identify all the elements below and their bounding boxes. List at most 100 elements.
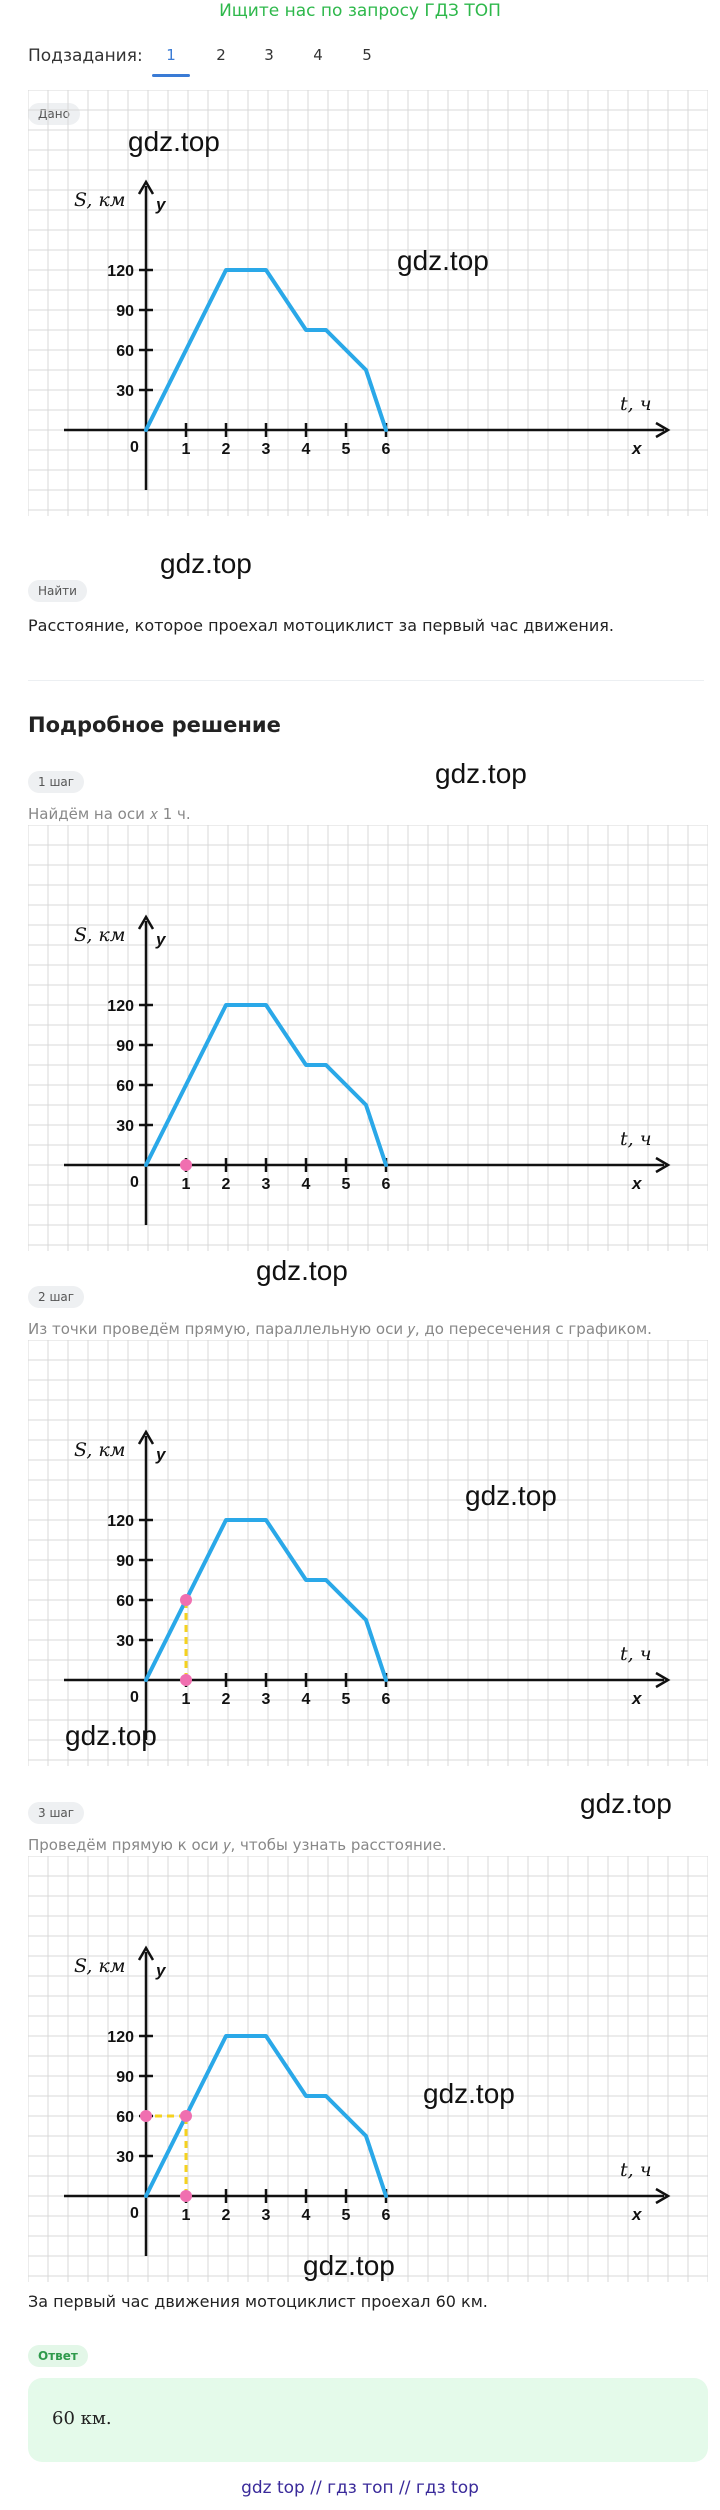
origin-label: 0 (130, 1174, 139, 1191)
find-text: Расстояние, которое проехал мотоциклист … (28, 616, 614, 635)
y-tick-label: 120 (107, 263, 134, 280)
x-tick-label: 3 (262, 1176, 271, 1193)
x-tick-label: 3 (262, 441, 271, 458)
step-2-text: Из точки проведём прямую, параллельную о… (28, 1320, 652, 1338)
highlight-point (180, 1159, 192, 1171)
watermark: gdz.top (435, 758, 527, 789)
y-axis-letter: y (155, 1961, 167, 1980)
subtask-tab-4[interactable]: 4 (313, 46, 323, 64)
x-tick-label: 4 (302, 441, 311, 458)
y-axis-letter: y (155, 1445, 167, 1464)
x-tick-label: 3 (262, 2207, 271, 2224)
x-axis-arrow (655, 2187, 671, 2205)
y-tick-label: 90 (116, 1038, 134, 1055)
y-tick-label: 90 (116, 1553, 134, 1570)
y-tick-label: 60 (116, 2109, 134, 2126)
answer-text: 60 км. (52, 2408, 112, 2429)
x-axis-letter: x (631, 2205, 643, 2224)
step-3-text: Проведём прямую к оси 𝑦, чтобы узнать ра… (28, 1836, 447, 1854)
x-tick-label: 1 (182, 2207, 191, 2224)
footer-links[interactable]: gdz top // гдз топ // гдз top (241, 2478, 479, 2498)
x-tick-label: 5 (342, 441, 351, 458)
x-tick-label: 4 (302, 1691, 311, 1708)
distance-series-line (144, 1518, 388, 1682)
x-tick-label: 6 (382, 1691, 391, 1708)
x-tick-label: 1 (182, 1176, 191, 1193)
watermark: gdz.top (465, 1480, 557, 1511)
y-axis-arrow (137, 914, 155, 930)
answer-chip: Ответ (28, 2345, 88, 2367)
x-axis-label: t, ч (620, 1643, 652, 1665)
subtask-tab-2[interactable]: 2 (216, 46, 226, 64)
step-1-text: Найдём на оси 𝑥 1 ч. (28, 805, 191, 823)
x-tick-label: 6 (382, 1176, 391, 1193)
distance-series-line (144, 268, 388, 432)
y-axis-letter: y (155, 195, 167, 214)
y-axis-arrow (137, 1429, 155, 1445)
highlight-point (180, 1674, 192, 1686)
y-axis-letter: y (155, 930, 167, 949)
step-2-graph: S, км y t, ч x 0 1 2 3 4 5 6 30 60 90 120 (28, 1340, 708, 1766)
y-tick-label: 30 (116, 1118, 134, 1135)
y-axis-label: S, км (74, 189, 126, 211)
watermark: gdz.top (160, 548, 252, 579)
watermark: gdz.top (65, 1720, 157, 1751)
subtask-tab-3[interactable]: 3 (264, 46, 274, 64)
origin-label: 0 (130, 2205, 139, 2222)
x-axis-letter: x (631, 439, 643, 458)
step-1-chip: 1 шаг (28, 771, 85, 793)
y-tick-label: 30 (116, 2149, 134, 2166)
subtask-tab-1[interactable]: 1 (166, 46, 176, 64)
watermark: gdz.top (303, 2250, 395, 2281)
x-axis-label: t, ч (620, 1128, 652, 1150)
x-tick-label: 4 (302, 2207, 311, 2224)
y-tick-label: 120 (107, 2029, 134, 2046)
x-axis-arrow (655, 421, 671, 439)
x-axis-arrow (655, 1156, 671, 1174)
highlight-point (180, 1594, 192, 1606)
x-tick-label: 4 (302, 1176, 311, 1193)
x-tick-label: 5 (342, 1176, 351, 1193)
x-tick-label: 5 (342, 1691, 351, 1708)
origin-label: 0 (130, 439, 139, 456)
distance-series-line (144, 2034, 388, 2198)
given-graph: S, км y t, ч x 0 1 2 3 4 5 6 30 60 90 120 (28, 90, 708, 516)
y-tick-label: 90 (116, 2069, 134, 2086)
step-3-graph: S, км y t, ч x 0 1 2 3 4 5 6 30 60 90 120 (28, 1856, 708, 2282)
answer-box: 60 км. (28, 2378, 708, 2462)
section-divider (28, 680, 704, 681)
x-tick-label: 6 (382, 2207, 391, 2224)
x-axis-letter: x (631, 1689, 643, 1708)
y-tick-label: 60 (116, 343, 134, 360)
subtask-tab-5[interactable]: 5 (362, 46, 372, 64)
x-tick-label: 1 (182, 441, 191, 458)
y-tick-label: 60 (116, 1593, 134, 1610)
step-3-chip: 3 шаг (28, 1802, 85, 1824)
y-tick-label: 120 (107, 998, 134, 1015)
watermark: gdz.top (256, 1255, 348, 1286)
y-axis-arrow (137, 179, 155, 195)
watermark: gdz.top (423, 2078, 515, 2109)
grid (28, 1856, 708, 2282)
x-tick-label: 6 (382, 441, 391, 458)
x-tick-label: 2 (222, 1176, 231, 1193)
x-tick-label: 2 (222, 2207, 231, 2224)
highlight-point (180, 2110, 192, 2122)
y-tick-label: 120 (107, 1513, 134, 1530)
highlight-point (180, 2190, 192, 2202)
y-tick-label: 30 (116, 383, 134, 400)
step-2-chip: 2 шаг (28, 1286, 85, 1308)
active-tab-indicator (152, 74, 190, 77)
conclusion-text: За первый час движения мотоциклист проех… (28, 2292, 488, 2311)
find-chip: Найти (28, 580, 87, 602)
subtasks-label: Подзадания: (28, 46, 143, 66)
step-1-graph: S, км y t, ч x 0 1 2 3 4 5 6 30 60 90 120 (28, 825, 708, 1251)
x-axis-label: t, ч (620, 2159, 652, 2181)
distance-series-line (144, 1003, 388, 1167)
y-axis-label: S, км (74, 1955, 126, 1977)
search-banner[interactable]: Ищите нас по запросу ГДЗ ТОП (219, 1, 501, 21)
y-tick-label: 90 (116, 303, 134, 320)
y-tick-label: 60 (116, 1078, 134, 1095)
x-axis-arrow (655, 1671, 671, 1689)
solution-heading: Подробное решение (28, 713, 281, 737)
